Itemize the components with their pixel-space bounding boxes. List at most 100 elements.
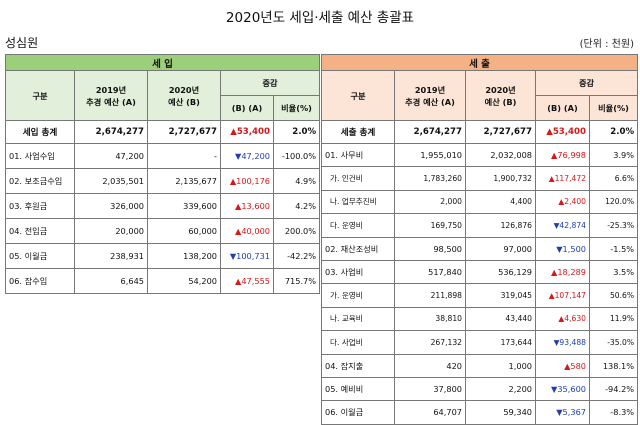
ratio-value: -25.3% <box>588 213 639 238</box>
value-2019: 326,000 <box>74 193 148 219</box>
row-label: 04. 잡지출 <box>321 353 395 378</box>
ratio-value: 715.7% <box>272 268 321 294</box>
table-row: 나. 교육비 38,810 43,440 ▲4,630 11.9% <box>321 306 639 332</box>
value-2019: 420 <box>394 353 466 378</box>
diff-amount: 93,488 <box>559 337 586 347</box>
category-header: 구분 <box>321 70 395 121</box>
value-2019: 20,000 <box>74 218 148 244</box>
diff-amount: 47,200 <box>241 151 270 161</box>
value-2020: 319,045 <box>465 283 536 308</box>
row-label: 가. 운영비 <box>321 283 395 308</box>
diff-amount: 53,400 <box>552 127 586 137</box>
row-label: 나. 교육비 <box>321 306 395 332</box>
down-triangle-icon: ▼ <box>551 384 558 395</box>
ratio-value: 2.0% <box>588 120 639 144</box>
value-2020: 2,200 <box>465 376 536 402</box>
row-label: 세입 총계 <box>5 120 75 144</box>
value-2019: 2,674,277 <box>74 120 148 144</box>
diff-value: ▼35,600 <box>535 376 590 402</box>
down-triangle-icon: ▼ <box>556 407 563 418</box>
value-2019: 1,783,260 <box>394 166 466 191</box>
change-header: 증감 <box>219 70 321 96</box>
table-row: 02. 보조금수입 2,035,501 2,135,677 ▲100,176 4.9% <box>5 168 321 194</box>
down-triangle-icon: ▼ <box>556 243 563 254</box>
row-label: 02. 보조금수입 <box>5 168 75 194</box>
up-triangle-icon: ▲ <box>558 197 565 207</box>
diff-value: ▲2,400 <box>535 189 590 215</box>
up-triangle-icon: ▲ <box>235 201 242 211</box>
row-label: 05. 이월금 <box>5 243 75 269</box>
value-2020: 60,000 <box>147 218 221 244</box>
value-2019: 238,931 <box>74 243 148 269</box>
value-2020: 2,727,677 <box>147 120 221 144</box>
diff-value: ▲53,400 <box>535 120 590 144</box>
row-label: 01. 사업수입 <box>5 143 75 169</box>
row-label: 04. 전입금 <box>5 218 75 244</box>
diff-amount: 100,731 <box>236 251 270 261</box>
down-triangle-icon: ▼ <box>235 151 242 161</box>
row-label: 03. 후원금 <box>5 193 75 219</box>
table-row: 01. 사업수입 47,200- ▼47,200 -100.0% <box>5 143 321 169</box>
ratio-value: -42.2% <box>272 243 321 269</box>
table-row: 04. 전입금 20,000 60,000 ▲40,000 200.0% <box>5 218 321 244</box>
diff-amount: 1,500 <box>562 243 586 254</box>
value-2020: 173,644 <box>465 330 536 355</box>
table-row: 06. 잡수입 6,645 54,200 ▲47,555 715.7% <box>5 268 321 294</box>
diff-value: ▼42,874 <box>535 213 590 238</box>
unit-label: (단위 : 천원) <box>579 39 634 50</box>
value-2020: 2,727,677 <box>465 120 536 144</box>
value-2020: 2,032,008 <box>465 142 536 168</box>
category-header: 구분 <box>5 70 75 121</box>
expense-band-header: 세 출 <box>320 54 639 71</box>
diff-value: ▲100,176 <box>220 168 274 194</box>
total-row: 세출 총계 2,674,277 2,727,677 ▲53,400 2.0% <box>321 120 639 144</box>
value-2020: 339,600 <box>147 193 221 219</box>
ratio-value: -100.0% <box>272 143 321 169</box>
value-2019: 38,810 <box>394 306 466 332</box>
value-2020: 97,000 <box>465 236 536 261</box>
value-2019: 211,898 <box>394 283 466 308</box>
change-header: 증감 <box>534 70 639 96</box>
up-triangle-icon: ▲ <box>230 127 237 137</box>
value-2019: 169,750 <box>394 213 466 238</box>
table-row: 다. 운영비 169,750 126,876 ▼42,874 -25.3% <box>321 213 639 238</box>
ratio-value: 3.5% <box>588 259 639 285</box>
table-row: 가. 인건비 1,783,260 1,900,732 ▲117,472 6.6% <box>321 166 639 191</box>
value-2020: 54,200 <box>147 268 221 294</box>
ratio-value: 200.0% <box>272 218 321 244</box>
table-row: 03. 사업비 517,840 536,129 ▲18,289 3.5% <box>321 259 639 285</box>
diff-amount: 47,555 <box>241 276 270 286</box>
value-2020: 1,900,732 <box>465 166 536 191</box>
up-triangle-icon: ▲ <box>551 267 558 278</box>
y2019-header: 2019년 추경 예산 (A) <box>394 70 466 121</box>
diff-amount: 580 <box>570 360 586 371</box>
table-row: 02. 재산조성비 98,500 97,000 ▼1,500 -1.5% <box>321 236 639 261</box>
ratio-header: 비율(%) <box>588 95 639 121</box>
row-label: 가. 인건비 <box>321 166 395 191</box>
page-title: 2020년도 세입·세출 예산 총괄표 <box>225 10 415 26</box>
ratio-value: 138.1% <box>588 353 639 378</box>
ratio-value: -1.5% <box>588 236 639 261</box>
expense-table: 세 출 구분 2019년 추경 예산 (A) 2020년 예산 (B) 증감 (B)… <box>320 54 639 425</box>
row-label: 다. 사업비 <box>321 330 395 355</box>
value-2019: 517,840 <box>394 259 466 285</box>
diff-header: (B) (A) <box>535 95 590 121</box>
diff-amount: 100,176 <box>236 176 270 186</box>
row-label: 02. 재산조성비 <box>321 236 395 261</box>
table-row: 01. 사무비 1,955,010 2,032,008 ▲76,998 3.9% <box>321 142 639 168</box>
diff-amount: 53,400 <box>236 127 270 137</box>
diff-amount: 18,289 <box>557 267 586 278</box>
ratio-value: 120.0% <box>588 189 639 215</box>
row-label: 다. 운영비 <box>321 213 395 238</box>
diff-value: ▲13,600 <box>220 193 274 219</box>
diff-value: ▼47,200 <box>220 143 274 169</box>
ratio-value: 6.6% <box>588 166 639 191</box>
table-row: 04. 잡지출 420 1,000 ▲580 138.1% <box>321 353 639 378</box>
row-label: 01. 사무비 <box>321 142 395 168</box>
row-label: 03. 사업비 <box>321 259 395 285</box>
diff-amount: 117,472 <box>554 174 586 184</box>
up-triangle-icon: ▲ <box>558 314 565 324</box>
up-triangle-icon: ▲ <box>548 174 555 184</box>
diff-amount: 2,400 <box>564 197 586 207</box>
ratio-value: 4.9% <box>272 168 321 194</box>
